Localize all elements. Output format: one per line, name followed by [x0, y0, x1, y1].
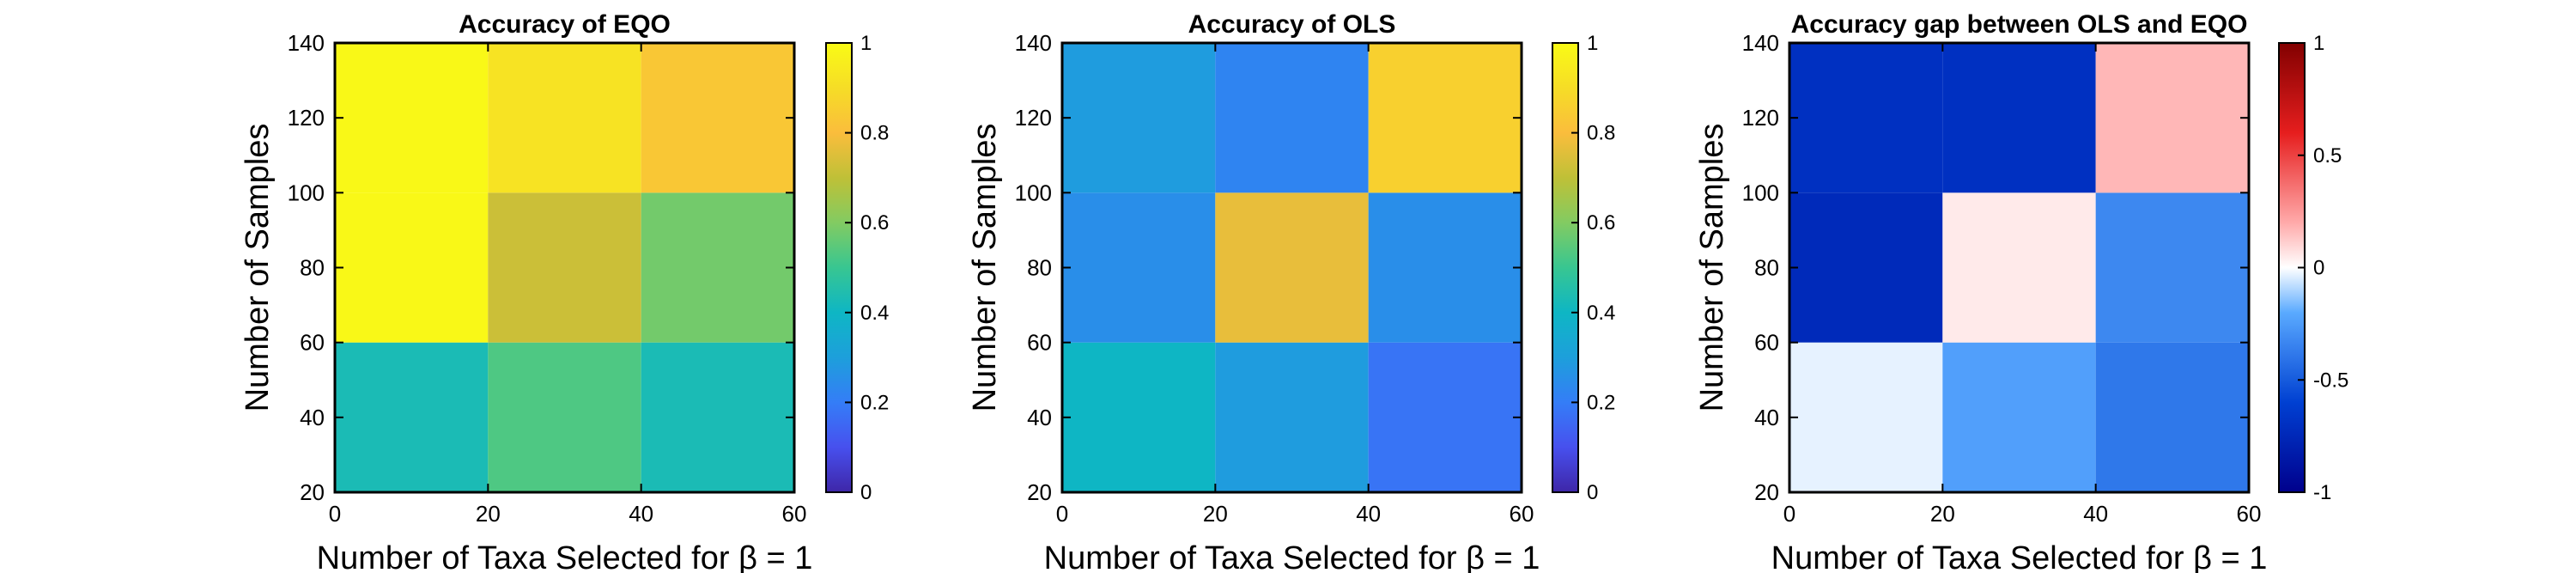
y-axis-label: Number of Samples: [1694, 124, 1730, 412]
x-tick-label: 60: [2237, 501, 2262, 527]
x-axis-label: Number of Taxa Selected for β = 1: [317, 540, 813, 573]
x-tick-label: 60: [782, 501, 807, 527]
heatmap-cell: [1062, 43, 1216, 193]
colorbar-tick-label: 1: [1587, 32, 1598, 55]
colorbar-tick-label: 0: [860, 481, 872, 504]
heatmap-cell: [1215, 43, 1369, 193]
x-tick-label: 20: [476, 501, 501, 527]
heatmap-cell: [1062, 192, 1216, 343]
heatmap-cell: [1368, 192, 1522, 343]
colorbar-tick-label: -1: [2313, 481, 2331, 504]
heatmap-cell: [335, 192, 489, 343]
x-tick-label: 0: [1783, 501, 1795, 527]
heatmap-cell: [641, 192, 794, 343]
colorbar-tick-label: 0.4: [860, 302, 889, 325]
colorbar-tick-label: 0: [2313, 257, 2324, 280]
heatmap-cell: [641, 43, 794, 193]
x-tick-label: 20: [1930, 501, 1955, 527]
heatmap-cell: [488, 342, 641, 492]
chart-title: Accuracy gap between OLS and EQO: [1791, 10, 2248, 39]
heatmap-cell: [1942, 192, 2096, 343]
x-tick-label: 60: [1510, 501, 1534, 527]
chart-title: Accuracy of EQO: [459, 10, 671, 39]
colorbar: [825, 42, 853, 493]
colorbar-tick-label: 0.5: [2313, 144, 2342, 168]
heatmap-cell: [1368, 43, 1522, 193]
y-tick-label: 20: [1754, 479, 1779, 505]
y-tick-label: 40: [1754, 405, 1779, 430]
y-tick-label: 60: [300, 330, 325, 356]
y-tick-label: 80: [1754, 255, 1779, 281]
heatmap-cell: [335, 43, 489, 193]
colorbar-tick-label: 1: [2313, 32, 2324, 55]
colorbar-tick-label: 0.8: [1587, 122, 1615, 145]
y-tick-label: 60: [1027, 330, 1052, 356]
x-axis-label: Number of Taxa Selected for β = 1: [1044, 540, 1540, 573]
x-tick-label: 40: [2083, 501, 2108, 527]
y-tick-label: 40: [1027, 405, 1052, 430]
y-axis-label: Number of Samples: [967, 124, 1003, 412]
heatmap-cell: [1368, 342, 1522, 492]
heatmap-cell: [1062, 342, 1216, 492]
heatmap-cell: [2095, 43, 2249, 193]
x-axis-label: Number of Taxa Selected for β = 1: [1771, 540, 2268, 573]
colorbar-tick-label: 0.2: [1587, 391, 1615, 414]
y-tick-label: 100: [1015, 180, 1052, 205]
x-tick-label: 20: [1203, 501, 1228, 527]
x-tick-label: 0: [1056, 501, 1068, 527]
y-tick-label: 20: [300, 479, 325, 505]
y-tick-label: 140: [1742, 30, 1779, 56]
y-tick-label: 60: [1754, 330, 1779, 356]
y-tick-label: 120: [288, 105, 325, 131]
y-tick-label: 100: [1742, 180, 1779, 205]
y-tick-label: 80: [1027, 255, 1052, 281]
colorbar-tick-label: 0.8: [860, 122, 889, 145]
colorbar-tick-label: 1: [860, 32, 872, 55]
heatmap-cell: [1942, 43, 2096, 193]
y-tick-label: 140: [1015, 30, 1052, 56]
heatmap-cell: [1789, 342, 1943, 492]
colorbar-tick-label: 0.6: [1587, 211, 1615, 235]
y-axis-label: Number of Samples: [240, 124, 276, 412]
heatmap-cell: [1942, 342, 2096, 492]
colorbar-tick-label: 0.4: [1587, 302, 1615, 325]
heatmap-cell: [1215, 342, 1369, 492]
y-tick-label: 140: [288, 30, 325, 56]
heatmap-cell: [1789, 192, 1943, 343]
y-tick-label: 40: [300, 405, 325, 430]
heatmap-cell: [1789, 43, 1943, 193]
heatmap-cell: [2095, 342, 2249, 492]
heatmap-cell: [335, 342, 489, 492]
y-tick-label: 20: [1027, 479, 1052, 505]
colorbar-tick-label: 0.6: [860, 211, 889, 235]
x-tick-label: 0: [329, 501, 341, 527]
heatmap-cell: [1215, 192, 1369, 343]
heatmap-cell: [2095, 192, 2249, 343]
heatmap-cell: [488, 192, 641, 343]
colorbar-tick-label: -0.5: [2313, 369, 2348, 392]
y-tick-label: 80: [300, 255, 325, 281]
x-tick-label: 40: [629, 501, 653, 527]
chart-title: Accuracy of OLS: [1188, 10, 1396, 39]
colorbar: [1552, 42, 1579, 493]
y-tick-label: 120: [1015, 105, 1052, 131]
colorbar-tick-label: 0: [1587, 481, 1598, 504]
y-tick-label: 120: [1742, 105, 1779, 131]
heatmap-cell: [488, 43, 641, 193]
y-tick-label: 100: [288, 180, 325, 205]
heatmap-cell: [641, 342, 794, 492]
x-tick-label: 40: [1356, 501, 1381, 527]
colorbar-tick-label: 0.2: [860, 391, 889, 414]
